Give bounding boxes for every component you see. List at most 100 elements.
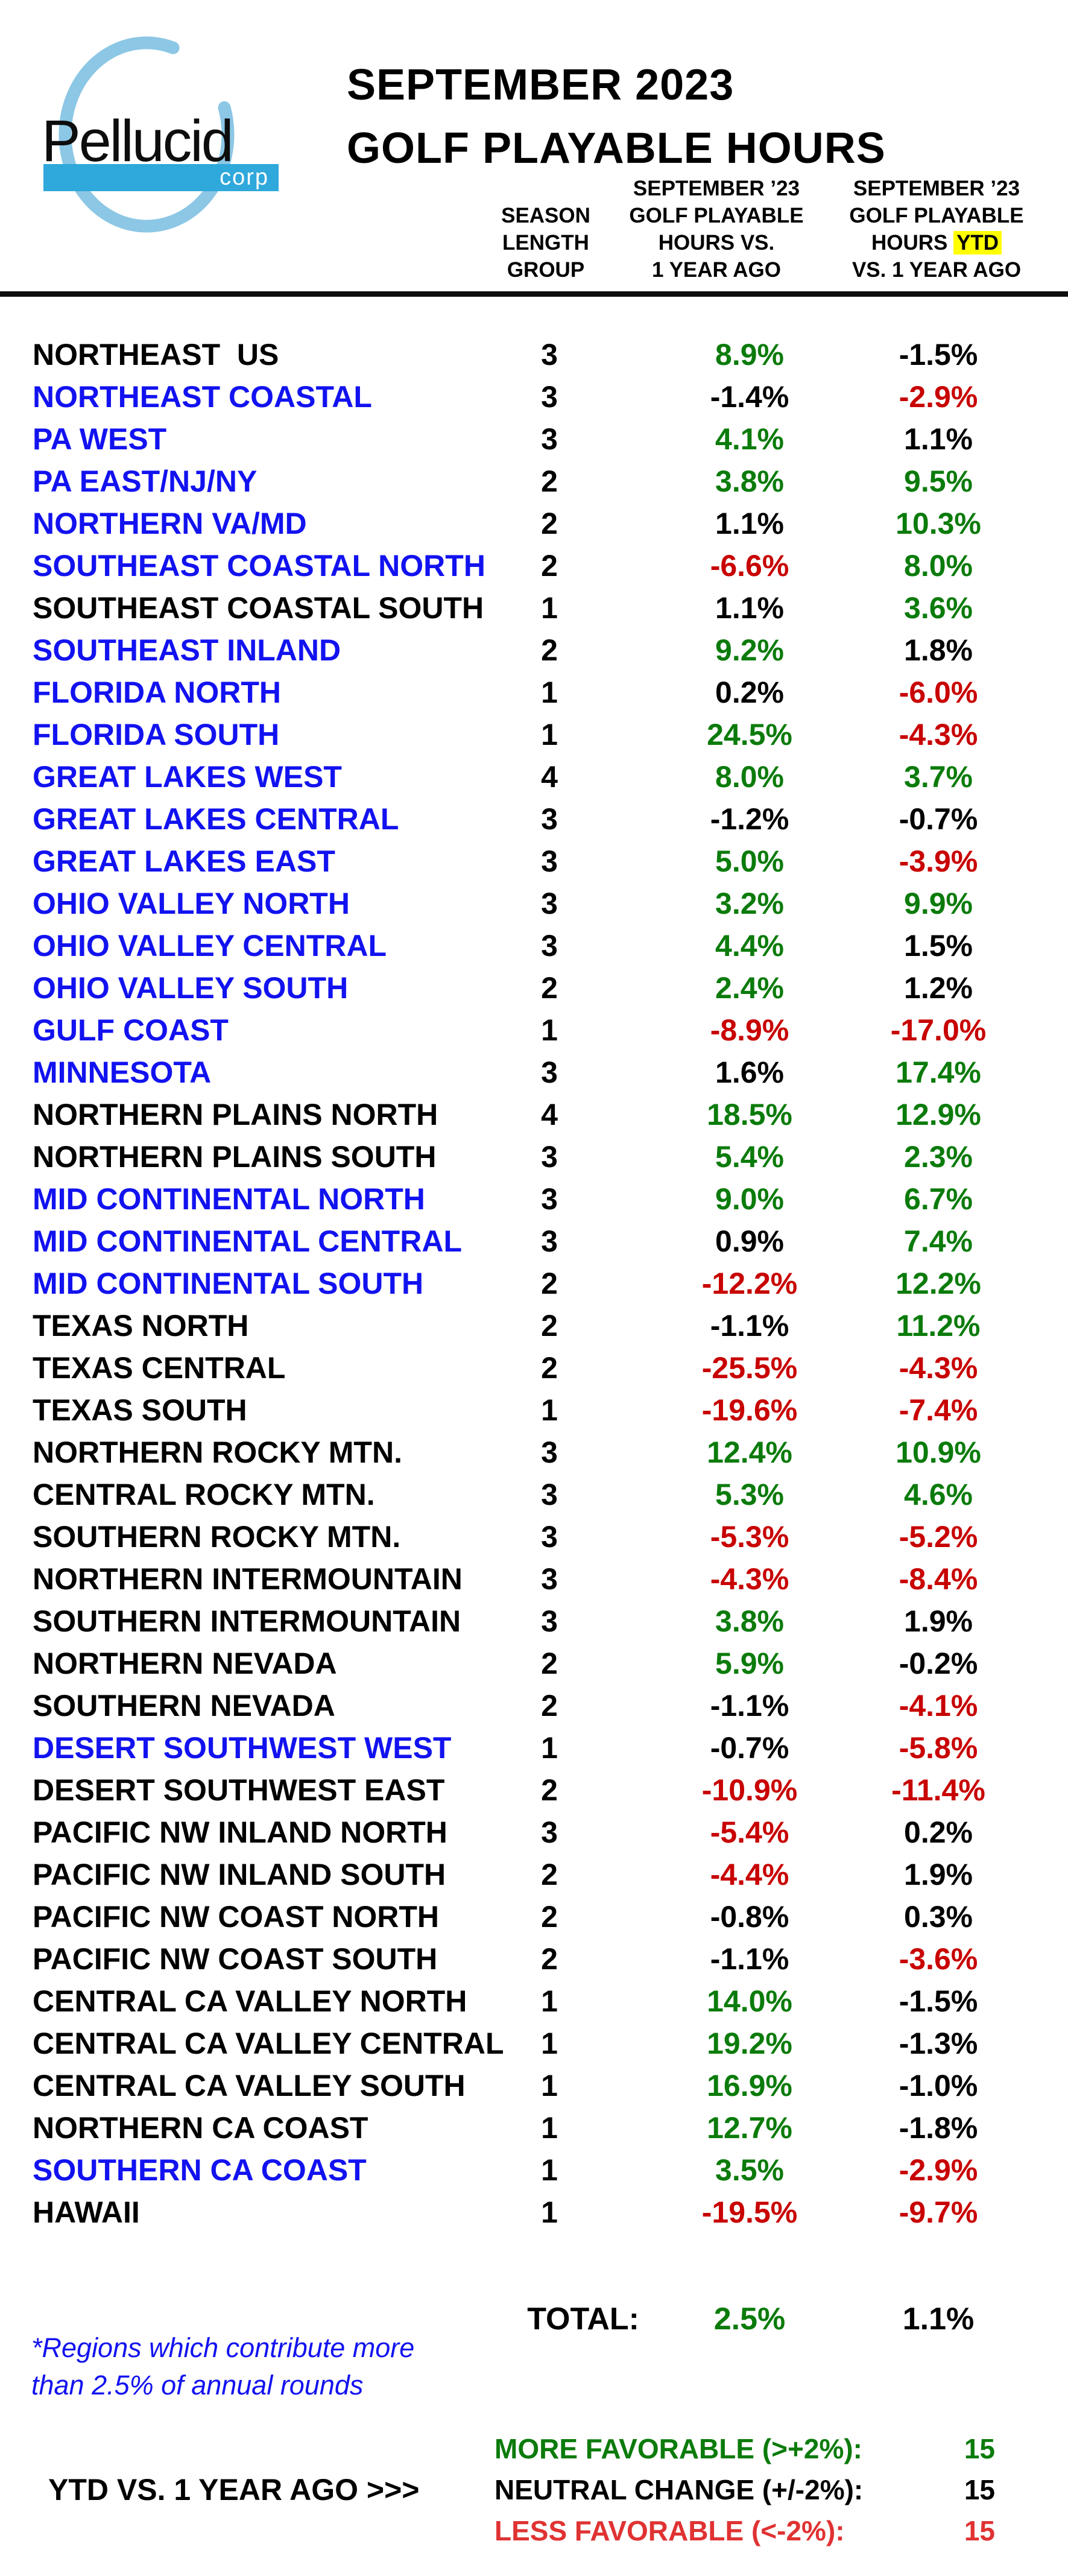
logo-ring-icon <box>58 36 235 233</box>
ytd-vs-value: 10.9% <box>896 1435 981 1469</box>
ytd-vs-value: 7.4% <box>904 1224 973 1258</box>
region-name: SOUTHEAST COASTAL SOUTH <box>33 591 484 625</box>
sept-vs-value: -19.6% <box>701 1393 798 1427</box>
legend-label: NEUTRAL CHANGE (+/-2%): <box>495 2474 864 2505</box>
season-group-value: 2 <box>541 1309 558 1343</box>
region-name: NORTHERN PLAINS SOUTH <box>33 1140 437 1174</box>
season-group-value: 3 <box>541 844 558 878</box>
season-group-value: 2 <box>541 1689 558 1723</box>
table-row: GREAT LAKES WEST 4 8.0% 3.7% <box>0 756 1068 798</box>
sept-vs-value: -1.1% <box>710 1689 789 1723</box>
legend-count: 15 <box>964 2433 995 2464</box>
table-row: NORTHERN PLAINS NORTH 4 18.5% 12.9% <box>0 1093 1068 1136</box>
sept-vs-value: -4.3% <box>710 1562 789 1596</box>
sept-vs-value: -1.4% <box>710 380 789 414</box>
region-name: MID CONTINENTAL NORTH <box>33 1182 425 1216</box>
table-row: HAWAII 1 -19.5% -9.7% <box>0 2191 1068 2233</box>
ytd-vs-value: -3.6% <box>899 1942 978 1976</box>
table-row: FLORIDA SOUTH 1 24.5% -4.3% <box>0 714 1068 756</box>
footnote-line: *Regions which contribute more <box>31 2332 415 2363</box>
sept-vs-value: 12.7% <box>707 2111 792 2145</box>
region-name: CENTRAL CA VALLEY NORTH <box>33 1984 467 2018</box>
ytd-vs-value: 9.9% <box>904 887 973 920</box>
region-name: NORTHERN INTERMOUNTAIN <box>33 1562 463 1596</box>
sept-vs-value: 3.8% <box>715 464 784 498</box>
ytd-vs-value: -7.4% <box>899 1393 978 1427</box>
sept-vs-value: 16.9% <box>707 2069 792 2103</box>
header-season-line: SEASON <box>501 204 590 227</box>
table-row: MID CONTINENTAL NORTH 3 9.0% 6.7% <box>0 1178 1068 1220</box>
table-row: NORTHERN PLAINS SOUTH 3 5.4% 2.3% <box>0 1136 1068 1178</box>
region-name: DESERT SOUTHWEST WEST <box>33 1731 452 1765</box>
region-name: NORTHERN ROCKY MTN. <box>33 1435 402 1469</box>
ytd-vs-value: -1.8% <box>899 2111 978 2145</box>
header-col2-line: VS. 1 YEAR AGO <box>852 258 1022 282</box>
ytd-vs-value: -3.9% <box>899 844 978 878</box>
sept-vs-value: 3.2% <box>715 887 784 920</box>
region-name: PACIFIC NW INLAND SOUTH <box>33 1858 446 1891</box>
sept-vs-value: 1.1% <box>715 591 784 625</box>
region-name: SOUTHERN INTERMOUNTAIN <box>33 1604 461 1638</box>
table-row: SOUTHERN CA COAST 1 3.5% -2.9% <box>0 2149 1068 2191</box>
sept-vs-value: 5.0% <box>715 844 784 878</box>
header-divider-rule <box>0 291 1068 297</box>
region-name: FLORIDA NORTH <box>33 676 281 709</box>
season-group-value: 1 <box>541 2111 558 2145</box>
region-name: PA EAST/NJ/NY <box>33 464 258 498</box>
region-name: NORTHERN NEVADA <box>33 1647 337 1680</box>
ytd-vs-value: -8.4% <box>899 1562 978 1596</box>
ytd-vs-value: -5.8% <box>899 1731 978 1765</box>
region-name: GULF COAST <box>33 1013 229 1047</box>
report-title-subject: GOLF PLAYABLE HOURS <box>347 124 886 172</box>
region-name: SOUTHEAST COASTAL NORTH <box>33 549 485 583</box>
sept-vs-value: 24.5% <box>707 718 792 752</box>
region-name: MID CONTINENTAL SOUTH <box>33 1267 424 1300</box>
sept-vs-value: 0.9% <box>715 1224 784 1258</box>
season-group-value: 1 <box>541 2153 558 2187</box>
ytd-vs-value: 3.7% <box>904 760 973 794</box>
header-ytd-vs-year-ago: SEPTEMBER ’23 GOLF PLAYABLE HOURS YTD VS… <box>828 175 1045 283</box>
sept-vs-value: 4.4% <box>715 929 784 963</box>
total-row: TOTAL: 2.5% 1.1% <box>0 2298 1068 2340</box>
season-group-value: 1 <box>541 2195 558 2229</box>
season-group-value: 2 <box>541 549 558 583</box>
season-group-value: 2 <box>541 633 558 667</box>
table-row: SOUTHERN INTERMOUNTAIN 3 3.8% 1.9% <box>0 1600 1068 1642</box>
legend: MORE FAVORABLE (>+2%): 15 NEUTRAL CHANGE… <box>495 2428 995 2551</box>
region-name: CENTRAL ROCKY MTN. <box>33 1478 375 1511</box>
header-col2-line: HOURS YTD <box>828 229 1045 256</box>
season-group-value: 4 <box>541 760 558 794</box>
sept-vs-value: -1.1% <box>710 1942 789 1976</box>
header-col2-line: SEPTEMBER ’23 <box>853 177 1020 200</box>
header-sept-vs-year-ago: SEPTEMBER ’23 GOLF PLAYABLE HOURS VS. 1 … <box>617 175 816 283</box>
table-row: NORTHEAST COASTAL 3 -1.4% -2.9% <box>0 376 1068 418</box>
region-name: SOUTHERN ROCKY MTN. <box>33 1520 401 1554</box>
sept-vs-value: 19.2% <box>707 2027 792 2060</box>
pellucid-logo: Pellucid corp <box>33 36 292 244</box>
region-name: GREAT LAKES CENTRAL <box>33 802 399 836</box>
ytd-vs-value: -1.3% <box>899 2027 978 2060</box>
header-season-line: LENGTH <box>502 231 589 255</box>
sept-vs-value: 9.2% <box>715 633 784 667</box>
ytd-vs-value: 3.6% <box>904 591 973 625</box>
region-name: MINNESOTA <box>33 1055 212 1089</box>
ytd-vs-value: 1.2% <box>904 971 973 1005</box>
ytd-vs-value: 12.2% <box>896 1267 981 1300</box>
season-group-value: 1 <box>541 591 558 625</box>
region-name: GREAT LAKES EAST <box>33 844 335 878</box>
sept-vs-value: 3.8% <box>715 1604 784 1638</box>
region-name: NORTHEAST US <box>33 338 279 372</box>
season-group-value: 3 <box>541 422 558 456</box>
sept-vs-value: 1.6% <box>715 1055 784 1089</box>
season-group-value: 3 <box>541 1604 558 1638</box>
region-name: SOUTHERN NEVADA <box>33 1689 335 1723</box>
season-group-value: 2 <box>541 1351 558 1385</box>
table-row: OHIO VALLEY CENTRAL 3 4.4% 1.5% <box>0 925 1068 967</box>
season-group-value: 3 <box>541 1815 558 1849</box>
logo-corp-label: corp <box>220 165 269 190</box>
region-name: FLORIDA SOUTH <box>33 718 280 752</box>
table-row: PA EAST/NJ/NY 2 3.8% 9.5% <box>0 460 1068 502</box>
ytd-vs-value: -9.7% <box>899 2195 978 2229</box>
region-name: PACIFIC NW COAST NORTH <box>33 1900 440 1934</box>
